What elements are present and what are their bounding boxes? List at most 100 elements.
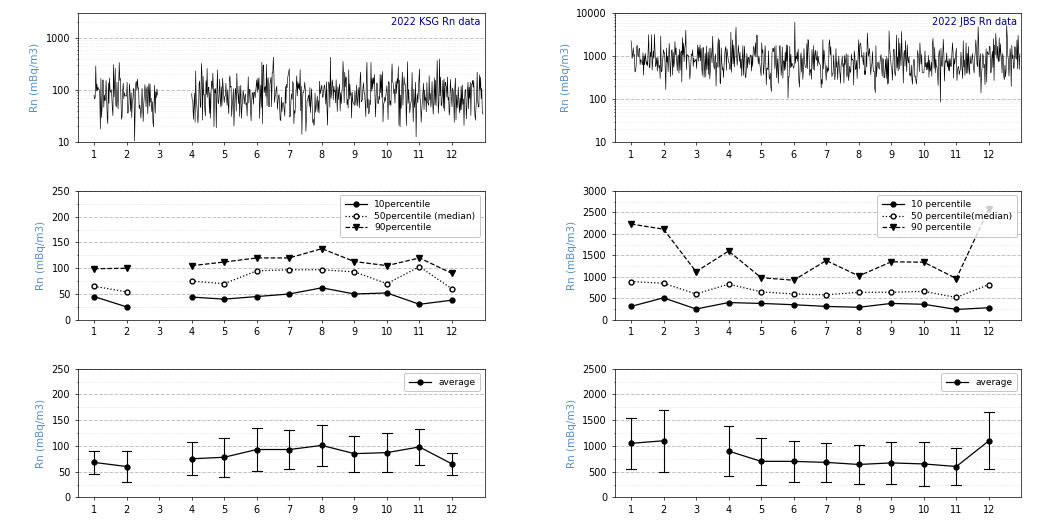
90percentile xyxy=(88,265,101,272)
average xyxy=(787,458,800,464)
average xyxy=(283,446,296,453)
average xyxy=(918,461,930,467)
50percentile (median) xyxy=(446,286,458,292)
50percentile (median) xyxy=(88,283,101,289)
Line: 90 percentile: 90 percentile xyxy=(628,206,991,283)
50 percentile(median) xyxy=(787,291,800,297)
10 percentile xyxy=(852,304,865,311)
10 percentile xyxy=(624,303,637,310)
90percentile xyxy=(315,245,328,252)
average xyxy=(218,454,230,460)
90percentile xyxy=(283,255,296,261)
90 percentile xyxy=(624,221,637,227)
50 percentile(median) xyxy=(983,281,996,288)
Legend: average: average xyxy=(941,373,1017,391)
10percentile xyxy=(315,285,328,291)
50 percentile(median) xyxy=(950,294,962,301)
90 percentile xyxy=(755,275,767,281)
average xyxy=(120,463,133,470)
Legend: 10 percentile, 50 percentile(median), 90 percentile: 10 percentile, 50 percentile(median), 90… xyxy=(877,195,1017,237)
90percentile xyxy=(381,262,393,269)
10percentile xyxy=(283,291,296,297)
Line: 90percentile: 90percentile xyxy=(91,246,455,276)
50 percentile(median) xyxy=(690,291,702,297)
90percentile xyxy=(413,255,425,261)
average xyxy=(381,450,393,456)
90percentile xyxy=(120,265,133,271)
10 percentile xyxy=(983,304,996,311)
50percentile (median) xyxy=(381,280,393,287)
90percentile xyxy=(251,255,263,261)
50percentile (median) xyxy=(251,268,263,274)
90 percentile xyxy=(918,259,930,265)
90 percentile xyxy=(787,277,800,284)
90percentile xyxy=(446,270,458,277)
average xyxy=(852,461,865,468)
10percentile xyxy=(446,297,458,303)
Text: 2022 KSG Rn data: 2022 KSG Rn data xyxy=(391,17,480,27)
Line: 50 percentile(median): 50 percentile(median) xyxy=(628,279,991,300)
90 percentile xyxy=(820,257,833,264)
Y-axis label: Rn (mBq/m3): Rn (mBq/m3) xyxy=(561,43,571,112)
50percentile (median) xyxy=(348,269,361,275)
50percentile (median) xyxy=(218,280,230,287)
Legend: 10percentile, 50percentile (median), 90percentile: 10percentile, 50percentile (median), 90p… xyxy=(340,195,480,237)
Y-axis label: Rn (mBq/m3): Rn (mBq/m3) xyxy=(567,221,577,290)
50 percentile(median) xyxy=(820,292,833,298)
50 percentile(median) xyxy=(624,278,637,285)
Legend: average: average xyxy=(404,373,480,391)
10percentile xyxy=(348,291,361,297)
50 percentile(median) xyxy=(755,289,767,295)
average xyxy=(820,459,833,466)
90 percentile xyxy=(657,226,670,232)
Y-axis label: Rn (mBq/m3): Rn (mBq/m3) xyxy=(567,398,577,468)
10percentile xyxy=(88,293,101,300)
90 percentile xyxy=(983,205,996,212)
10percentile xyxy=(218,296,230,302)
10 percentile xyxy=(885,300,897,306)
50percentile (median) xyxy=(315,267,328,273)
Line: 10 percentile: 10 percentile xyxy=(628,295,991,312)
10 percentile xyxy=(918,301,930,307)
90 percentile xyxy=(852,273,865,279)
10percentile xyxy=(120,304,133,310)
average xyxy=(315,442,328,448)
Line: 50percentile (median): 50percentile (median) xyxy=(91,264,454,294)
50 percentile(median) xyxy=(918,288,930,295)
average xyxy=(88,459,101,466)
90 percentile xyxy=(723,248,735,254)
Line: 10percentile: 10percentile xyxy=(91,285,454,309)
90 percentile xyxy=(885,259,897,265)
90 percentile xyxy=(690,269,702,275)
50 percentile(median) xyxy=(885,289,897,295)
90percentile xyxy=(348,259,361,265)
10percentile xyxy=(186,294,198,300)
50percentile (median) xyxy=(120,289,133,295)
90 percentile xyxy=(950,276,962,282)
average xyxy=(950,463,962,470)
Y-axis label: Rn (mBq/m3): Rn (mBq/m3) xyxy=(36,221,46,290)
10percentile xyxy=(251,293,263,300)
50percentile (median) xyxy=(186,278,198,284)
50 percentile(median) xyxy=(657,280,670,286)
average xyxy=(885,460,897,466)
10 percentile xyxy=(690,306,702,312)
50percentile (median) xyxy=(413,263,425,270)
10 percentile xyxy=(755,300,767,306)
90percentile xyxy=(186,262,198,269)
average xyxy=(983,438,996,444)
Line: average: average xyxy=(91,443,454,469)
10 percentile xyxy=(820,303,833,310)
average xyxy=(413,444,425,450)
10 percentile xyxy=(787,302,800,308)
average xyxy=(348,451,361,457)
average xyxy=(657,438,670,444)
10 percentile xyxy=(657,295,670,301)
Line: average: average xyxy=(628,438,991,469)
average xyxy=(723,448,735,454)
10percentile xyxy=(413,301,425,307)
10 percentile xyxy=(950,306,962,313)
90percentile xyxy=(218,259,230,265)
average xyxy=(186,455,198,462)
average xyxy=(755,458,767,464)
